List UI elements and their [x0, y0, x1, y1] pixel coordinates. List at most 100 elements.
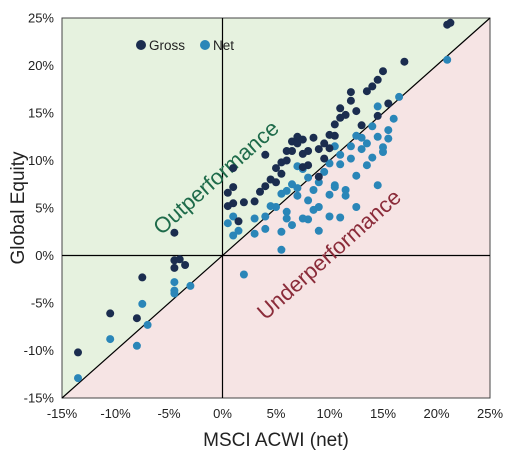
point-gross-35: [314, 145, 323, 154]
x-tick-label: 5%: [267, 406, 286, 421]
point-net-13: [239, 270, 248, 279]
plot-frame: [61, 17, 491, 399]
point-gross-15: [239, 198, 248, 207]
point-net-23: [293, 184, 302, 193]
point-net-68: [373, 132, 382, 141]
point-net-63: [325, 159, 334, 168]
point-gross-49: [362, 87, 371, 96]
point-gross-59: [298, 163, 307, 172]
point-net-5: [170, 278, 179, 287]
point-gross-12: [229, 164, 238, 173]
point-net-62: [314, 178, 323, 187]
point-gross-45: [346, 88, 355, 97]
point-gross-14: [234, 217, 243, 226]
x-axis-ticks: -15% -10% -5% 0% 5% 10% 15% 20% 25%: [47, 406, 504, 421]
x-tick-label: -15%: [47, 406, 78, 421]
point-gross-51: [373, 75, 382, 84]
point-gross-43: [336, 104, 345, 113]
point-net-48: [288, 221, 296, 230]
point-net-50: [277, 227, 286, 236]
point-gross-11: [229, 183, 238, 192]
point-net-0: [74, 374, 82, 383]
point-net-17: [272, 203, 280, 211]
point-gross-40: [330, 120, 339, 129]
legend: Gross Net: [136, 38, 234, 53]
point-gross-54: [384, 99, 393, 108]
x-tick-label: 0%: [213, 406, 232, 421]
point-net-7: [170, 289, 179, 298]
point-gross-41: [330, 131, 339, 140]
point-net-55: [362, 161, 371, 170]
point-net-71: [309, 186, 318, 194]
y-tick-label: -5%: [31, 296, 55, 311]
point-net-73: [352, 203, 361, 211]
point-gross-27: [288, 147, 296, 155]
y-tick-label: 5%: [35, 201, 54, 216]
point-gross-23: [277, 169, 286, 178]
point-net-42: [373, 102, 382, 111]
point-net-11: [229, 231, 238, 240]
point-net-72: [341, 186, 350, 194]
point-net-40: [357, 145, 366, 154]
y-axis-ticks: -15% -10% -5% 0% 5% 10% 15% 20% 25%: [24, 11, 55, 406]
point-net-35: [336, 160, 345, 169]
point-gross-13: [229, 199, 238, 208]
point-net-36: [336, 213, 345, 222]
point-net-10: [229, 212, 238, 221]
point-gross-53: [379, 67, 387, 76]
x-axis-title: MSCI ACWI (net): [203, 430, 349, 451]
x-tick-label: 10%: [316, 406, 342, 421]
x-tick-label: 15%: [370, 406, 396, 421]
point-gross-44: [341, 110, 350, 119]
point-net-67: [368, 122, 377, 131]
point-net-46: [395, 92, 404, 101]
point-net-65: [346, 142, 355, 151]
y-tick-label: -10%: [24, 343, 55, 358]
point-gross-58: [314, 172, 323, 181]
point-net-43: [373, 181, 382, 190]
point-gross-48: [357, 121, 366, 130]
y-tick-label: 15%: [28, 106, 54, 121]
point-gross-34: [309, 133, 318, 142]
point-gross-60: [272, 178, 280, 187]
y-tick-label: 0%: [35, 248, 54, 263]
point-gross-52: [373, 111, 382, 120]
point-gross-6: [170, 263, 179, 272]
point-net-14: [250, 229, 259, 238]
point-gross-0: [74, 348, 82, 357]
point-net-53: [330, 183, 339, 192]
point-net-1: [106, 335, 115, 344]
point-net-64: [336, 150, 345, 159]
point-gross-2: [132, 314, 141, 323]
legend-label-gross: Gross: [149, 38, 185, 53]
y-tick-label: 20%: [28, 58, 54, 73]
point-net-8: [186, 281, 195, 290]
point-gross-18: [261, 182, 270, 191]
point-gross-16: [250, 197, 259, 206]
x-tick-label: 25%: [477, 406, 503, 421]
point-net-52: [314, 203, 323, 211]
point-gross-21: [272, 164, 280, 173]
point-net-4: [143, 320, 152, 329]
point-net-3: [138, 299, 147, 308]
point-net-60: [282, 214, 291, 223]
point-gross-50: [368, 82, 377, 91]
point-gross-47: [352, 107, 361, 116]
y-tick-label: -15%: [24, 391, 55, 406]
gridlines: [61, 17, 491, 399]
point-gross-17: [256, 187, 264, 196]
point-net-9: [223, 219, 232, 228]
point-gross-30: [298, 135, 307, 144]
point-net-41: [362, 139, 371, 148]
point-net-26: [304, 173, 313, 182]
point-net-57: [379, 143, 387, 152]
point-net-32: [325, 212, 334, 221]
point-net-56: [368, 153, 377, 162]
point-net-47: [443, 55, 452, 64]
point-net-30: [320, 167, 329, 176]
point-gross-3: [138, 273, 147, 282]
x-tick-label: -10%: [100, 406, 131, 421]
point-net-61: [293, 191, 302, 200]
point-net-12: [234, 226, 243, 235]
y-tick-label: 10%: [28, 153, 54, 168]
